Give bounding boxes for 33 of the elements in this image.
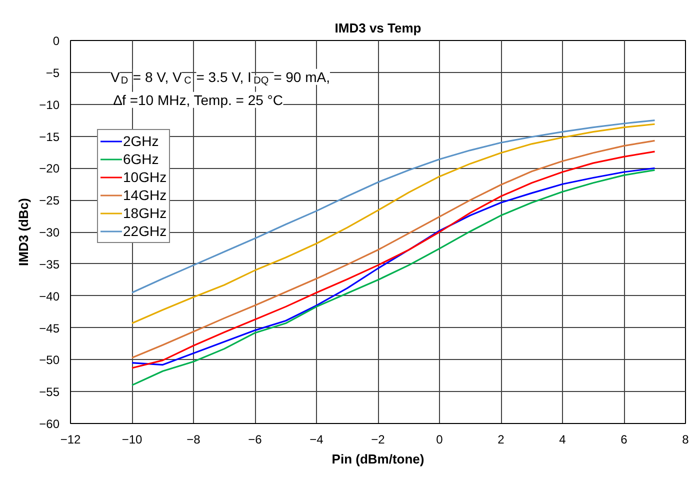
y-tick-label: −25: [39, 194, 60, 208]
y-tick-label: −15: [39, 130, 60, 144]
y-tick-label: −5: [46, 66, 60, 80]
legend-label: 14GHz: [123, 186, 167, 204]
x-tick-label: −8: [186, 432, 201, 446]
x-tick-label: 0: [436, 432, 444, 446]
x-tick-label: −6: [248, 432, 262, 446]
legend-label: 22GHz: [123, 222, 167, 240]
y-axis-title: IMD3 (dBc): [16, 198, 32, 266]
y-tick-label: −55: [39, 385, 60, 400]
x-axis-title: Pin (dBm/tone): [332, 452, 424, 466]
y-tick-label: −10: [39, 98, 60, 112]
legend-label: 10GHz: [123, 168, 167, 186]
y-tick-label: −40: [39, 289, 60, 304]
legend-label: 6GHz: [123, 150, 159, 168]
y-tick-label: −20: [39, 162, 60, 176]
y-tick-label: −35: [39, 257, 60, 272]
x-tick-label: 6: [620, 432, 628, 446]
legend-label: 18GHz: [123, 204, 167, 222]
legend-label: 2GHz: [123, 132, 159, 150]
y-tick-label: −50: [39, 353, 60, 368]
x-tick-label: 2: [498, 432, 505, 446]
x-tick-label: −4: [310, 432, 324, 446]
chart-title: IMD3 vs Temp: [334, 20, 422, 36]
x-tick-label: −12: [60, 432, 82, 446]
x-tick-label: 4: [559, 432, 566, 446]
y-tick-label: −45: [39, 321, 60, 336]
x-tick-label: −10: [122, 432, 143, 446]
x-tick-label: −2: [371, 432, 386, 446]
y-tick-label: 0: [52, 34, 60, 48]
y-tick-label: −30: [39, 226, 60, 240]
y-tick-label: −60: [39, 417, 60, 431]
x-tick-label: 8: [682, 432, 690, 446]
